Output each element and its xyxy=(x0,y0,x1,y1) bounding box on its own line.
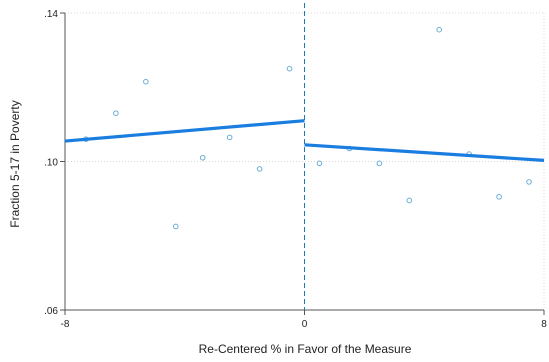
scatter-point xyxy=(406,197,413,204)
scatter-point xyxy=(496,193,502,200)
scatter-point xyxy=(256,166,263,172)
x-tick-label: -8 xyxy=(61,319,70,330)
y-axis-title: Fraction 5-17 in Poverty xyxy=(8,100,22,227)
scatter-point xyxy=(113,110,119,117)
fit-line-right xyxy=(304,143,545,162)
scatter-point xyxy=(436,26,443,33)
scatter-point xyxy=(226,134,233,141)
scatter-point xyxy=(199,154,206,161)
x-tick-label: 8 xyxy=(541,319,547,330)
scatter-point xyxy=(172,223,179,230)
x-tick-label: 0 xyxy=(302,319,308,330)
scatter-point xyxy=(143,78,149,85)
data-layer xyxy=(64,3,545,310)
scatter-point xyxy=(316,160,323,167)
scatter-point xyxy=(376,160,383,167)
y-tick-label: .14 xyxy=(44,9,58,20)
scatter-point xyxy=(286,65,293,72)
fit-line-left xyxy=(64,119,305,143)
y-tick-label: .06 xyxy=(44,306,58,317)
x-axis-title: Re-Centered % in Favor of the Measure xyxy=(199,342,412,356)
y-tick-label: .10 xyxy=(44,158,58,169)
scatter-point xyxy=(526,179,532,185)
grid-layer xyxy=(65,12,545,311)
axes-layer: .06 .10 .14 -8 0 8 xyxy=(44,9,547,330)
